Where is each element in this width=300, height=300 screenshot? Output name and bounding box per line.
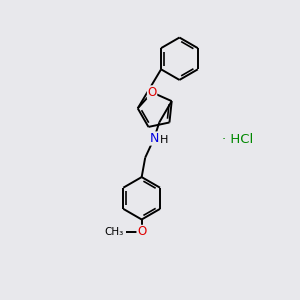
Text: H: H	[160, 135, 169, 145]
Text: O: O	[137, 225, 146, 239]
Text: N: N	[149, 132, 159, 145]
Text: O: O	[148, 86, 157, 99]
Text: · HCl: · HCl	[222, 133, 254, 146]
Text: CH₃: CH₃	[105, 227, 124, 237]
